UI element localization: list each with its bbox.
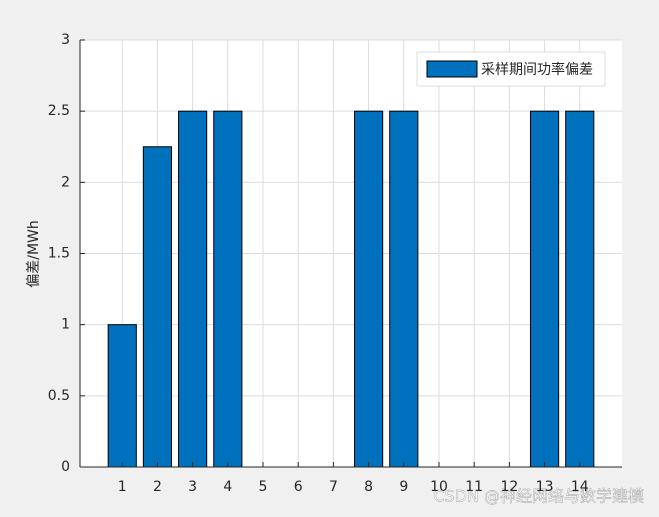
x-tick-label: 12 (500, 479, 518, 495)
x-tick-label: 4 (223, 479, 232, 495)
bar (107, 324, 137, 468)
y-axis-label: 偏差/MWh (26, 220, 42, 288)
y-tick-label: 1.5 (48, 246, 70, 262)
legend-label: 采样期间功率偏差 (481, 61, 593, 78)
x-tick-label: 7 (329, 479, 338, 495)
bar (529, 110, 560, 468)
x-tick-label: 3 (188, 479, 197, 495)
y-tick-label: 2.5 (48, 103, 70, 119)
watermark: CSDN @神经网络与数学建模 (433, 487, 644, 506)
x-tick-label: 9 (399, 479, 408, 495)
bar (178, 110, 208, 468)
bar (354, 110, 384, 468)
bar (565, 110, 595, 468)
x-tick-label: 10 (430, 479, 448, 495)
x-tick-label: 2 (153, 479, 162, 495)
y-tick-label: 0.5 (48, 388, 70, 404)
x-tick-label: 14 (571, 479, 589, 495)
y-tick-label: 0 (61, 459, 70, 475)
x-tick-label: 6 (294, 479, 303, 495)
y-tick-label: 1 (61, 317, 70, 333)
y-tick-label: 2 (61, 174, 70, 190)
x-tick-label: 13 (536, 479, 554, 495)
bar (389, 110, 419, 468)
legend-swatch (426, 60, 478, 78)
bar (142, 146, 173, 468)
x-tick-label: 8 (364, 479, 373, 495)
bar (213, 110, 243, 468)
x-tick-label: 1 (118, 479, 127, 495)
x-tick-label: 11 (465, 479, 483, 495)
y-tick-label: 3 (61, 32, 70, 48)
x-tick-label: 5 (259, 479, 268, 495)
